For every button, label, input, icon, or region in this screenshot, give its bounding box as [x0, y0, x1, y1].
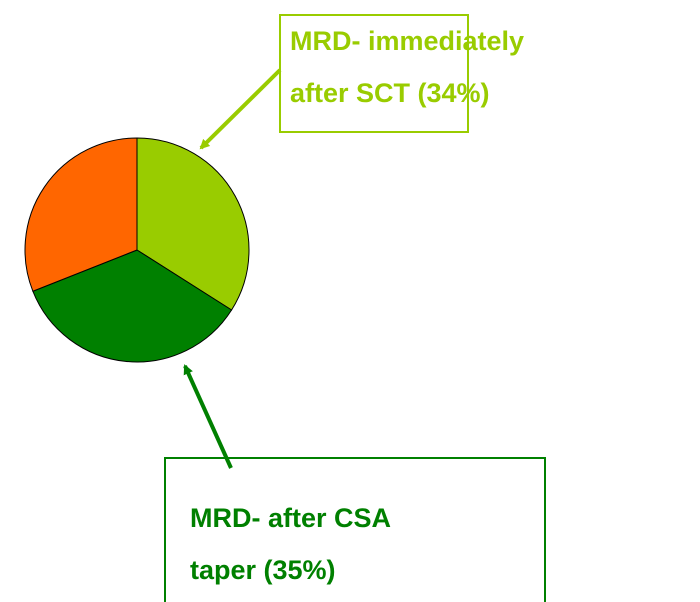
annotation-box	[164, 457, 546, 602]
annotation-box	[279, 14, 469, 133]
annotation-text: after SCT (34%)	[290, 78, 490, 108]
annotation-arrow	[183, 364, 233, 469]
annotation-text: taper (35%)	[190, 555, 336, 585]
annotation-arrow	[199, 68, 282, 150]
annotation-text: MRD- after CSA	[190, 503, 391, 533]
pie-slice	[32, 249, 233, 363]
annotation-text: MRD- immediately	[290, 26, 524, 56]
pie-slice	[136, 137, 250, 311]
pie-slice	[24, 137, 138, 292]
